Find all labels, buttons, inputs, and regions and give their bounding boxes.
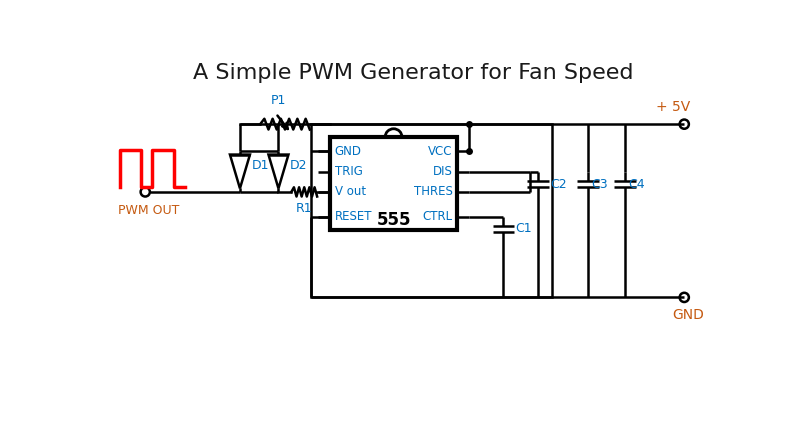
Text: 555: 555 <box>376 211 411 229</box>
Text: D1: D1 <box>252 159 269 172</box>
Text: P1: P1 <box>271 94 286 107</box>
Text: R1: R1 <box>296 202 312 215</box>
Text: C3: C3 <box>591 178 608 191</box>
Text: GND: GND <box>672 308 704 322</box>
Text: + 5V: + 5V <box>655 100 690 114</box>
Text: PWM OUT: PWM OUT <box>119 204 180 217</box>
Bar <box>311 124 552 298</box>
Text: TRIG: TRIG <box>335 165 362 178</box>
Text: DIS: DIS <box>433 165 453 178</box>
Text: RESET: RESET <box>335 210 372 223</box>
Text: V out: V out <box>335 185 366 198</box>
Text: A Simple PWM Generator for Fan Speed: A Simple PWM Generator for Fan Speed <box>193 62 633 82</box>
Text: C4: C4 <box>628 178 645 191</box>
Text: C2: C2 <box>550 178 567 191</box>
Text: D2: D2 <box>290 159 307 172</box>
Text: GND: GND <box>335 144 362 158</box>
Text: C1: C1 <box>516 222 533 235</box>
Text: CTRL: CTRL <box>422 210 453 223</box>
Text: THRES: THRES <box>414 185 453 198</box>
Bar <box>330 137 457 230</box>
Text: VCC: VCC <box>428 144 453 158</box>
